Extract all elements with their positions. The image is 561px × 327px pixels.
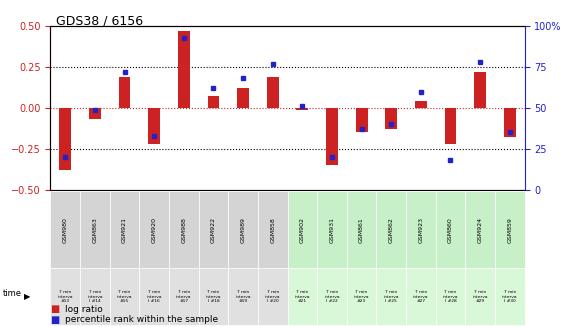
Text: GSM980: GSM980: [63, 217, 68, 243]
Bar: [474, 72, 486, 108]
Text: GSM861: GSM861: [359, 217, 364, 243]
Text: ▶: ▶: [24, 292, 30, 301]
Text: 7 min
interva
#19: 7 min interva #19: [235, 290, 251, 303]
Bar: [356, 108, 367, 132]
Text: 7 min
interva
I #30: 7 min interva I #30: [502, 290, 517, 303]
Bar: [326, 108, 338, 165]
Text: GSM858: GSM858: [270, 217, 275, 243]
Text: 7 min
interva
I #16: 7 min interva I #16: [146, 290, 162, 303]
Text: 7 min
interva
I #20: 7 min interva I #20: [265, 290, 280, 303]
Text: 7 min
interva
#17: 7 min interva #17: [176, 290, 191, 303]
Text: GSM989: GSM989: [241, 217, 246, 243]
Text: GSM923: GSM923: [419, 217, 424, 243]
Text: GSM859: GSM859: [507, 217, 512, 243]
Text: 7 min
interva
#13: 7 min interva #13: [58, 290, 73, 303]
Text: 7 min
interva
#21: 7 min interva #21: [295, 290, 310, 303]
Text: 7 min
interva
I #22: 7 min interva I #22: [324, 290, 340, 303]
Text: GSM921: GSM921: [122, 217, 127, 243]
Text: GDS38 / 6156: GDS38 / 6156: [56, 15, 143, 28]
Text: GSM862: GSM862: [389, 217, 394, 243]
Text: GSM920: GSM920: [151, 217, 157, 243]
Text: percentile rank within the sample: percentile rank within the sample: [65, 315, 218, 324]
Bar: [178, 31, 190, 108]
Text: time: time: [3, 289, 22, 298]
Bar: [208, 96, 219, 108]
Text: 7 min
interva
I #18: 7 min interva I #18: [206, 290, 221, 303]
Text: GSM860: GSM860: [448, 217, 453, 243]
Text: 7 min
interva
#23: 7 min interva #23: [354, 290, 369, 303]
Bar: [415, 101, 427, 108]
Text: GSM902: GSM902: [300, 217, 305, 243]
Text: GSM988: GSM988: [181, 217, 186, 243]
Text: ■: ■: [50, 315, 59, 325]
Bar: [89, 108, 101, 119]
Text: 7 min
interva
I #28: 7 min interva I #28: [443, 290, 458, 303]
Bar: [267, 77, 279, 108]
Text: 7 min
interva
I #25: 7 min interva I #25: [384, 290, 399, 303]
Bar: [237, 88, 249, 108]
Text: GSM924: GSM924: [477, 217, 482, 243]
Text: GSM863: GSM863: [93, 217, 98, 243]
Text: 7 min
interva
#29: 7 min interva #29: [472, 290, 488, 303]
Text: log ratio: log ratio: [65, 304, 102, 314]
Bar: [296, 108, 308, 110]
Text: GSM931: GSM931: [329, 217, 334, 243]
Text: 7 min
interva
#27: 7 min interva #27: [413, 290, 429, 303]
Text: ■: ■: [50, 304, 59, 314]
Bar: [444, 108, 457, 144]
Text: 7 min
interva
I #14: 7 min interva I #14: [87, 290, 103, 303]
Text: 7 min
interva
#15: 7 min interva #15: [117, 290, 132, 303]
Text: GSM922: GSM922: [211, 217, 216, 243]
Bar: [118, 77, 131, 108]
Bar: [148, 108, 160, 144]
Bar: [504, 108, 516, 137]
Bar: [59, 108, 71, 170]
Bar: [385, 108, 397, 129]
